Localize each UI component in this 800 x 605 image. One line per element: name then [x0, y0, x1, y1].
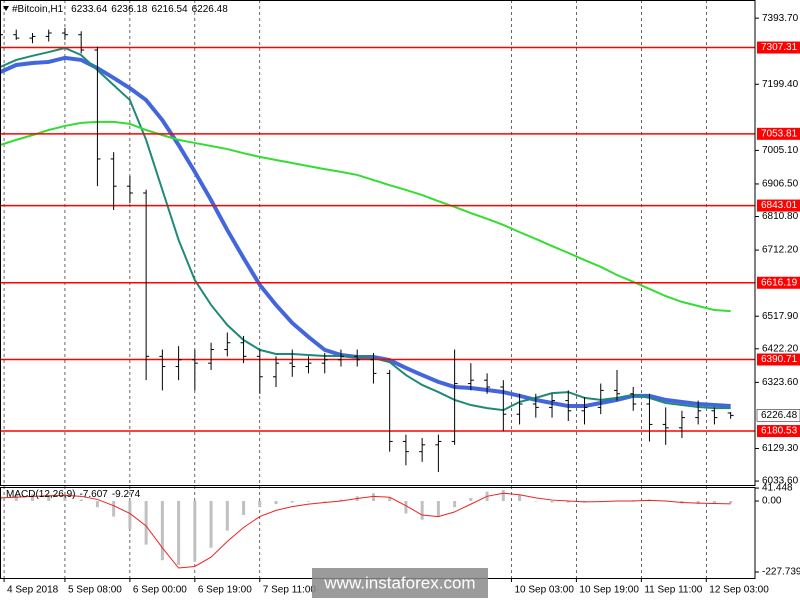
y-tick-label: 41.448	[762, 483, 793, 494]
x-tick-label: 4 Sep 2018	[7, 585, 59, 596]
histogram-bar	[518, 495, 521, 501]
x-tick-label: 6 Sep 00:00	[133, 585, 187, 596]
level-label: 7307.31	[761, 42, 798, 53]
x-tick-label: 12 Sep 03:00	[709, 585, 769, 596]
level-label: 6180.53	[761, 426, 798, 437]
x-tick-label: 11 Sep 11:00	[644, 585, 702, 596]
title: MACD(12,26,9)	[6, 489, 75, 500]
histogram-bar	[145, 501, 148, 545]
y-tick-label: 7199.40	[762, 79, 799, 90]
y-tick-label: 6810.80	[762, 211, 799, 222]
y-tick-label: 6323.60	[762, 377, 799, 388]
histogram-bar	[372, 493, 375, 501]
y-tick-label: 6517.90	[762, 311, 799, 322]
header-low: 6216.54	[151, 4, 188, 15]
y-tick-label: 6422.20	[762, 343, 799, 354]
y-tick-label: -227.739	[762, 567, 800, 578]
level-label: 6843.01	[761, 200, 798, 211]
histogram-bar	[177, 501, 180, 565]
histogram-bar	[729, 501, 732, 503]
macd-value: -7.607	[79, 489, 108, 500]
x-tick-label: 10 Sep 03:00	[514, 585, 574, 596]
level-label: 7053.81	[761, 128, 798, 139]
histogram-bar	[421, 501, 424, 520]
y-tick-label: 6906.50	[762, 179, 799, 190]
level-label: 6616.19	[761, 277, 798, 288]
x-tick-label: 10 Sep 19:00	[579, 585, 639, 596]
x-tick-label: 6 Sep 19:00	[198, 585, 252, 596]
histogram-bar	[226, 501, 229, 531]
header-high: 6236.18	[111, 4, 148, 15]
level-label: 6390.71	[761, 354, 798, 365]
y-tick-label: 7005.10	[762, 145, 799, 156]
histogram-bar	[210, 501, 213, 548]
watermark: www.instaforex.com	[323, 573, 475, 592]
histogram-bar	[323, 501, 326, 502]
histogram-bar	[469, 498, 472, 501]
price-label: 6226.48	[761, 410, 798, 421]
histogram-bar	[291, 501, 294, 503]
macd-title: MACD(12,26,9) -7.607 -9.274	[6, 489, 141, 500]
histogram-bar	[161, 501, 164, 560]
histogram-bar	[453, 501, 456, 507]
histogram-bar	[112, 501, 115, 517]
histogram-bar	[96, 501, 99, 507]
x-tick-label: 5 Sep 08:00	[68, 585, 122, 596]
y-tick-label: 7393.70	[762, 13, 799, 24]
title: #Bitcoin,H1	[12, 4, 64, 15]
y-tick-label: 6129.30	[762, 443, 799, 454]
histogram-bar	[80, 499, 83, 501]
histogram-bar	[502, 490, 505, 501]
y-tick-label: 6712.20	[762, 245, 799, 256]
histogram-bar	[534, 501, 537, 502]
histogram-bar	[275, 501, 278, 504]
histogram-bar	[404, 501, 407, 513]
signal-value: -9.274	[112, 489, 141, 500]
histogram-bar	[551, 501, 554, 503]
y-tick-label: 0.00	[762, 496, 782, 507]
histogram-bar	[193, 501, 196, 562]
histogram-bar	[258, 501, 261, 507]
x-tick-label: 7 Sep 11:00	[263, 585, 317, 596]
histogram-bar	[128, 501, 131, 529]
histogram-bar	[437, 501, 440, 517]
histogram-bar	[307, 501, 310, 502]
header-open: 6233.64	[71, 4, 108, 15]
histogram-bar	[242, 501, 245, 515]
header-close: 6226.48	[192, 4, 229, 15]
